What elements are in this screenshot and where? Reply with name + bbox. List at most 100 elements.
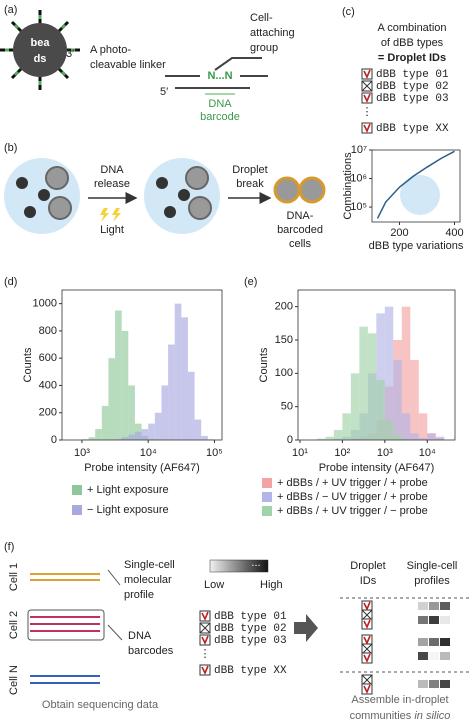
histogram-bar (401, 306, 411, 440)
profile-cell (429, 616, 439, 624)
histogram-bar (401, 438, 411, 440)
histogram-bar (115, 310, 122, 440)
label: break (236, 178, 264, 190)
y-tick-label: 200 (275, 301, 293, 313)
label: dBB type 01 (376, 69, 449, 81)
cross (361, 643, 373, 655)
histogram-bar (128, 434, 135, 440)
histogram-bar (168, 344, 175, 440)
label: barcodes (128, 645, 174, 657)
profile-cell (418, 602, 428, 610)
label: ds (34, 53, 47, 65)
check (201, 635, 209, 645)
droplet (400, 175, 440, 215)
legend-swatch (262, 506, 272, 516)
x-tick-label: 10³ (377, 447, 393, 459)
bead (0, 10, 80, 90)
checkbox (361, 92, 373, 104)
histogram-bar (134, 431, 142, 440)
histogram-bar (367, 333, 377, 440)
label: cleavable linker (90, 59, 166, 71)
histogram-bar (410, 360, 419, 440)
histogram-bar (393, 360, 402, 440)
label: Cell- (250, 12, 273, 24)
check (363, 123, 371, 133)
y-tick-label: 10⁷ (351, 144, 367, 156)
y-tick-label: 100 (275, 367, 293, 379)
label: dBB type XX (376, 123, 449, 135)
profile-cell (440, 602, 450, 610)
y-axis-label: Counts (22, 347, 34, 382)
histogram-bar (88, 437, 96, 440)
x-tick-label: 10⁵ (206, 447, 223, 459)
label: (b) (4, 142, 17, 154)
barcode-strand (165, 57, 268, 95)
label: cells (289, 238, 312, 250)
label: (e) (244, 276, 257, 288)
label: 5′ (160, 86, 168, 98)
label: ... (251, 557, 260, 569)
profile-cell (429, 652, 439, 660)
label: Light (100, 224, 124, 236)
y-tick-label: 0 (51, 434, 57, 446)
label: (f) (4, 541, 14, 553)
profile-cell (429, 680, 439, 688)
label: Single-cell (124, 559, 175, 571)
plot-frame (297, 289, 456, 441)
histogram-bar (333, 430, 343, 440)
x-tick-label: 200 (390, 227, 408, 239)
label: DNA (128, 630, 152, 642)
label: barcode (200, 111, 240, 123)
profile-cell (418, 680, 428, 688)
label: Cell 1 (8, 563, 20, 591)
y-axis-label: Combinations (342, 152, 354, 220)
label: N...N (207, 70, 232, 82)
y-tick-label: 1000 (33, 298, 57, 310)
check (363, 684, 371, 694)
histogram-bar (316, 438, 326, 440)
profile-cell (429, 638, 439, 646)
histogram-bar (101, 405, 109, 440)
histogram-bar (401, 413, 411, 440)
histogram-bar (174, 303, 182, 440)
y-axis-label: Counts (258, 347, 270, 382)
label: in silico (414, 710, 450, 722)
label: dBB type XX (214, 665, 287, 677)
x-tick-label: 10³ (74, 447, 90, 459)
label: Obtain sequencing data (42, 699, 159, 711)
histogram-bar (148, 423, 155, 440)
histogram-bar (161, 385, 169, 440)
y-tick-label: 600 (39, 352, 57, 364)
histogram-bar (410, 433, 419, 440)
label: IDs (360, 575, 377, 587)
label: Droplet (232, 164, 267, 176)
histogram-bar (418, 413, 428, 440)
profile-cell (418, 638, 428, 646)
label: attaching (250, 27, 295, 39)
legend-label: + dBBs / + UV trigger / + probe (277, 477, 428, 489)
label: DNA (208, 98, 232, 110)
check (201, 665, 209, 675)
profile-cell (440, 616, 450, 624)
label: molecular (124, 574, 172, 586)
y-tick-label: 400 (39, 379, 57, 391)
label: DNA- (287, 210, 314, 222)
label: Assemble in-droplet (351, 694, 448, 706)
profile-cell (429, 602, 439, 610)
histogram-bar (376, 313, 385, 440)
label: Cell N (8, 665, 20, 695)
checkbox (361, 68, 373, 80)
histogram-bar (384, 420, 394, 440)
histogram-bar (121, 330, 129, 440)
check (363, 93, 371, 103)
label: A photo- (90, 44, 131, 56)
y-tick-label: 200 (39, 407, 57, 419)
legend-swatch (262, 492, 272, 502)
label: bea (31, 37, 51, 49)
label: A combination (377, 22, 446, 34)
line (376, 150, 455, 219)
profile-cell (418, 652, 428, 660)
label: ⋮ (362, 106, 373, 118)
y-tick-label: 800 (39, 325, 57, 337)
histogram-bar (359, 326, 368, 440)
